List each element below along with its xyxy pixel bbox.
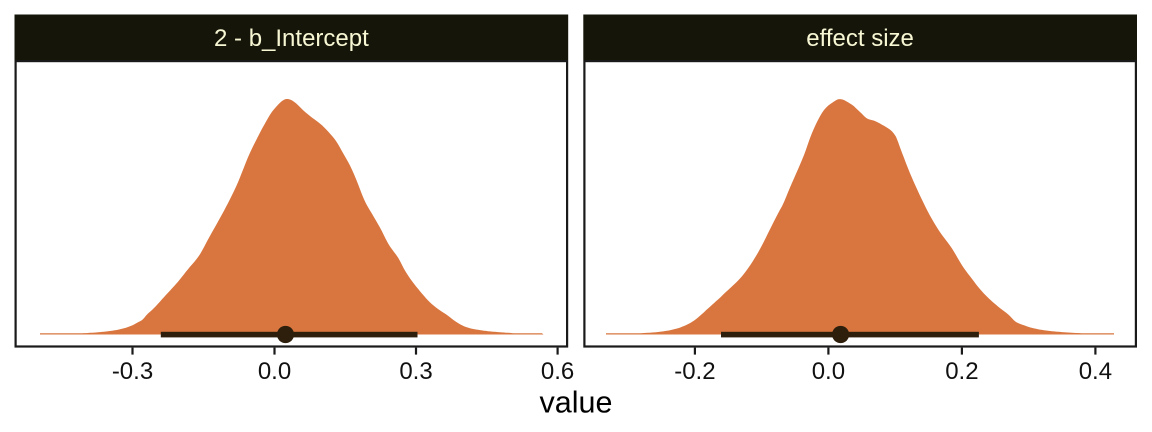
svg-text:value: value <box>540 386 613 420</box>
svg-text:0.2: 0.2 <box>945 358 978 385</box>
svg-text:0.6: 0.6 <box>541 358 574 385</box>
svg-text:0.0: 0.0 <box>258 358 291 385</box>
svg-text:2 - b_Intercept: 2 - b_Intercept <box>214 25 369 52</box>
svg-text:-0.3: -0.3 <box>112 358 153 385</box>
svg-text:0.0: 0.0 <box>812 358 845 385</box>
svg-text:0.3: 0.3 <box>399 358 432 385</box>
svg-text:-0.2: -0.2 <box>674 358 715 385</box>
svg-text:0.4: 0.4 <box>1079 358 1112 385</box>
svg-text:effect size: effect size <box>806 25 914 52</box>
